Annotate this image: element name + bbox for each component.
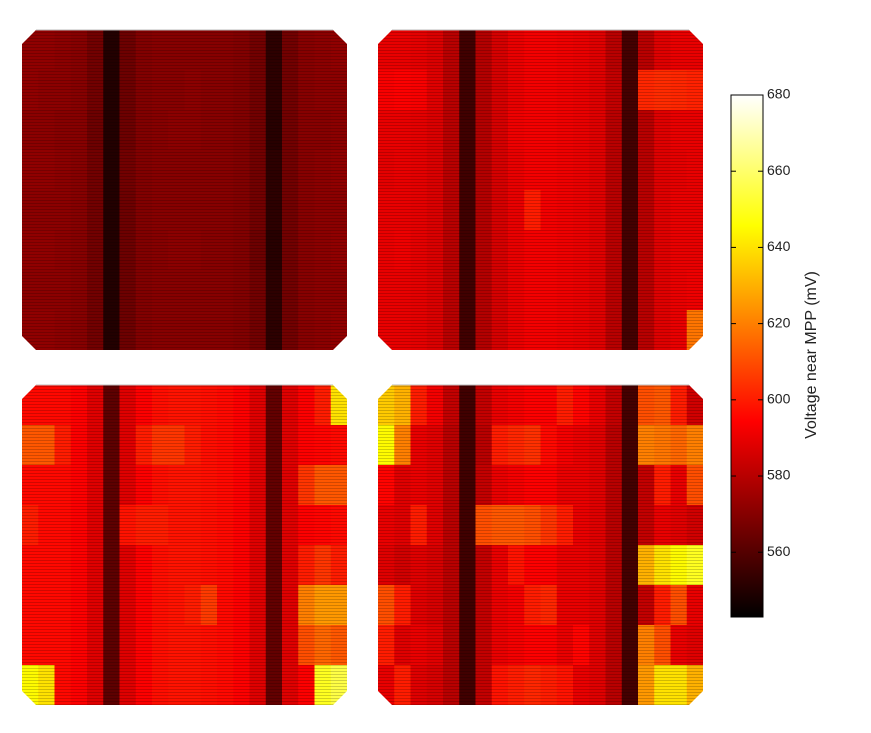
colorbar-tick-label: 680: [767, 86, 791, 102]
colorbar-tick-label: 580: [767, 467, 791, 483]
scanline-texture: [378, 30, 703, 350]
heatmap-panel: [378, 385, 703, 705]
heatmap-panel: [22, 30, 347, 350]
scanline-texture: [22, 385, 347, 705]
colorbar-tick-label: 620: [767, 314, 791, 330]
heatmap-panel: [22, 385, 347, 705]
colorbar-tick-label: 600: [767, 391, 791, 407]
scanline-texture: [378, 385, 703, 705]
panels: [22, 29, 703, 705]
colorbar-tick-label: 560: [767, 543, 791, 559]
colorbar-gradient: [730, 94, 764, 618]
scanline-texture: [22, 30, 347, 350]
colorbar-label: Voltage near MPP (mV): [803, 271, 820, 439]
colorbar: 560 580 600 620 640 660 680: [730, 86, 791, 618]
colorbar-tick-label: 660: [767, 162, 791, 178]
colorbar-tick-label: 640: [767, 238, 791, 254]
heatmap-panel: [378, 30, 703, 350]
